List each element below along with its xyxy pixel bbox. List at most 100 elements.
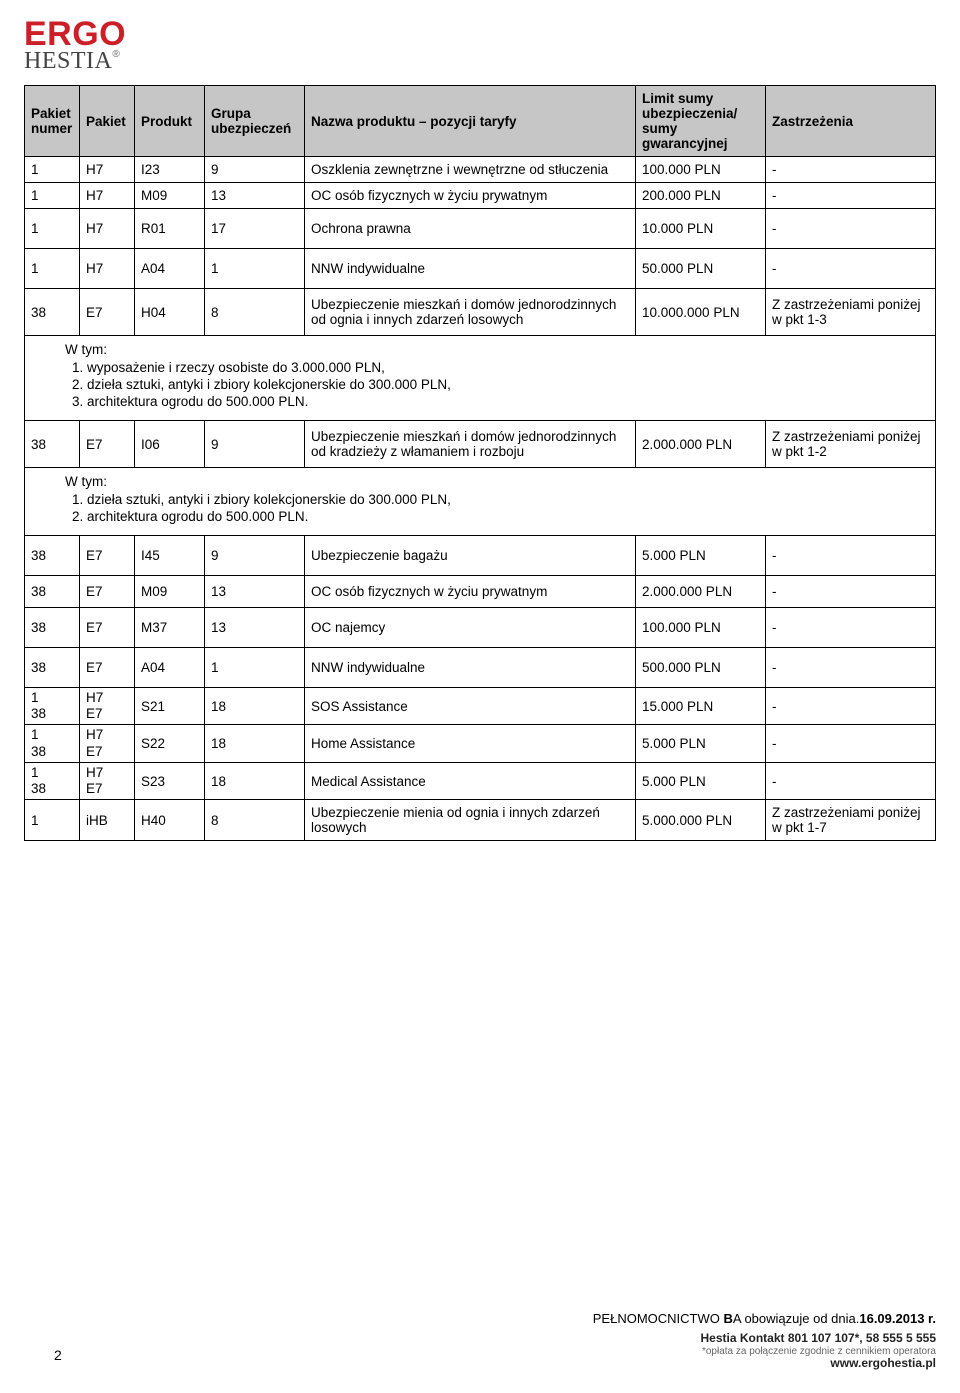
pel-bold: B (723, 1311, 732, 1326)
table-cell: H7 (80, 249, 135, 289)
table-cell: Ubezpieczenie bagażu (305, 536, 636, 576)
table-cell: OC osób fizycznych w życiu prywatnym (305, 576, 636, 608)
table-cell: Oszklenia zewnętrzne i wewnętrzne od stł… (305, 157, 636, 183)
table-cell: Z zastrzeżeniami poniżej w pkt 1-3 (766, 289, 936, 336)
pel-date: 16.09.2013 r. (859, 1311, 936, 1326)
table-cell: 1 (205, 648, 305, 688)
table-cell: 38 (25, 536, 80, 576)
table-cell: I45 (135, 536, 205, 576)
table-cell: - (766, 648, 936, 688)
note-list: dzieła sztuki, antyki i zbiory kolekcjon… (87, 491, 927, 525)
table-row: 1H7R0117Ochrona prawna10.000 PLN- (25, 209, 936, 249)
table-row: 138H7E7S2218Home Assistance5.000 PLN- (25, 725, 936, 762)
table-cell: 138 (25, 688, 80, 725)
table-cell: - (766, 608, 936, 648)
table-cell: E7 (80, 289, 135, 336)
table-cell: 138 (25, 762, 80, 799)
table-cell: H40 (135, 800, 205, 841)
note-item: dzieła sztuki, antyki i zbiory kolekcjon… (87, 491, 927, 508)
page-number: 2 (54, 1347, 62, 1363)
table-header-row: Pakiet numer Pakiet Produkt Grupa ubezpi… (25, 86, 936, 157)
table-cell: Medical Assistance (305, 762, 636, 799)
table-cell: 1 (25, 249, 80, 289)
table-cell: 38 (25, 608, 80, 648)
table-cell: - (766, 536, 936, 576)
table-cell: 15.000 PLN (636, 688, 766, 725)
table-row: 38E7M3713OC najemcy100.000 PLN- (25, 608, 936, 648)
table-row: 1H7A041NNW indywidualne50.000 PLN- (25, 249, 936, 289)
table-row: 38E7M0913OC osób fizycznych w życiu pryw… (25, 576, 936, 608)
table-cell: 8 (205, 289, 305, 336)
table-cell: 500.000 PLN (636, 648, 766, 688)
table-cell: 13 (205, 183, 305, 209)
table-cell: S23 (135, 762, 205, 799)
table-cell: E7 (80, 576, 135, 608)
footer-pelnomocnictwo: PEŁNOMOCNICTWO BA obowiązuje od dnia.16.… (24, 1311, 936, 1326)
table-cell: Ochrona prawna (305, 209, 636, 249)
note-item: dzieła sztuki, antyki i zbiory kolekcjon… (87, 376, 927, 393)
table-cell: 38 (25, 421, 80, 468)
table-cell: 5.000 PLN (636, 762, 766, 799)
kontakt-small: *opłata za połączenie zgodnie z cennikie… (24, 1346, 936, 1358)
note-title: W tym: (65, 342, 927, 357)
table-cell: 18 (205, 725, 305, 762)
table-cell: 1 (25, 209, 80, 249)
page-footer: PEŁNOMOCNICTWO BA obowiązuje od dnia.16.… (24, 1311, 936, 1371)
table-cell: iHB (80, 800, 135, 841)
table-row: 138H7E7S2118SOS Assistance15.000 PLN- (25, 688, 936, 725)
table-cell: H7E7 (80, 762, 135, 799)
table-cell: S22 (135, 725, 205, 762)
table-cell: 2.000.000 PLN (636, 576, 766, 608)
table-cell: - (766, 209, 936, 249)
th-nazwa: Nazwa produktu – pozycji taryfy (305, 86, 636, 157)
table-cell: 200.000 PLN (636, 183, 766, 209)
table-row: 1H7M0913OC osób fizycznych w życiu prywa… (25, 183, 936, 209)
table-row: 138H7E7S2318Medical Assistance5.000 PLN- (25, 762, 936, 799)
logo-tm: ® (112, 49, 119, 60)
table-cell: H7 (80, 209, 135, 249)
table-cell: Ubezpieczenie mieszkań i domów jednorodz… (305, 289, 636, 336)
table-cell: - (766, 183, 936, 209)
table-row: 1iHBH408Ubezpieczenie mienia od ognia i … (25, 800, 936, 841)
table-cell: Ubezpieczenie mienia od ognia i innych z… (305, 800, 636, 841)
table-cell: A04 (135, 648, 205, 688)
table-cell: E7 (80, 608, 135, 648)
table-cell: I06 (135, 421, 205, 468)
table-cell: 9 (205, 536, 305, 576)
footer-kontakt: Hestia Kontakt 801 107 107*, 58 555 5 55… (24, 1332, 936, 1371)
table-cell: NNW indywidualne (305, 249, 636, 289)
table-cell: 10.000.000 PLN (636, 289, 766, 336)
table-row: 1H7I239Oszklenia zewnętrzne i wewnętrzne… (25, 157, 936, 183)
table-cell: 17 (205, 209, 305, 249)
table-cell: 9 (205, 157, 305, 183)
table-cell: Z zastrzeżeniami poniżej w pkt 1-2 (766, 421, 936, 468)
th-zastrzezenia: Zastrzeżenia (766, 86, 936, 157)
table-cell: - (766, 725, 936, 762)
table-cell: 38 (25, 648, 80, 688)
table-row: 38E7H048Ubezpieczenie mieszkań i domów j… (25, 289, 936, 336)
pel-mid: A obowiązuje od dnia. (733, 1311, 859, 1326)
table-cell: H7E7 (80, 725, 135, 762)
th-pakiet-numer: Pakiet numer (25, 86, 80, 157)
table-row: 38E7I069Ubezpieczenie mieszkań i domów j… (25, 421, 936, 468)
table-cell: S21 (135, 688, 205, 725)
table-cell: Home Assistance (305, 725, 636, 762)
table-cell: 18 (205, 688, 305, 725)
table-cell: 10.000 PLN (636, 209, 766, 249)
table-cell: M37 (135, 608, 205, 648)
table-note-row: W tym:dzieła sztuki, antyki i zbiory kol… (25, 468, 936, 536)
table-cell: 5.000 PLN (636, 725, 766, 762)
table-cell: - (766, 688, 936, 725)
table-cell: E7 (80, 648, 135, 688)
note-cell: W tym: wyposażenie i rzeczy osobiste do 3… (25, 336, 936, 421)
kontakt-url: www.ergohestia.pl (24, 1357, 936, 1371)
table-cell: OC najemcy (305, 608, 636, 648)
note-item: wyposażenie i rzeczy osobiste do 3.000.0… (87, 359, 927, 376)
table-cell: H7 (80, 157, 135, 183)
logo: ERGO HESTIA® (24, 18, 936, 73)
table-cell: I23 (135, 157, 205, 183)
table-row: 38E7A041NNW indywidualne500.000 PLN- (25, 648, 936, 688)
table-cell: 9 (205, 421, 305, 468)
table-cell: 1 (25, 800, 80, 841)
note-list: wyposażenie i rzeczy osobiste do 3.000.0… (87, 359, 927, 410)
